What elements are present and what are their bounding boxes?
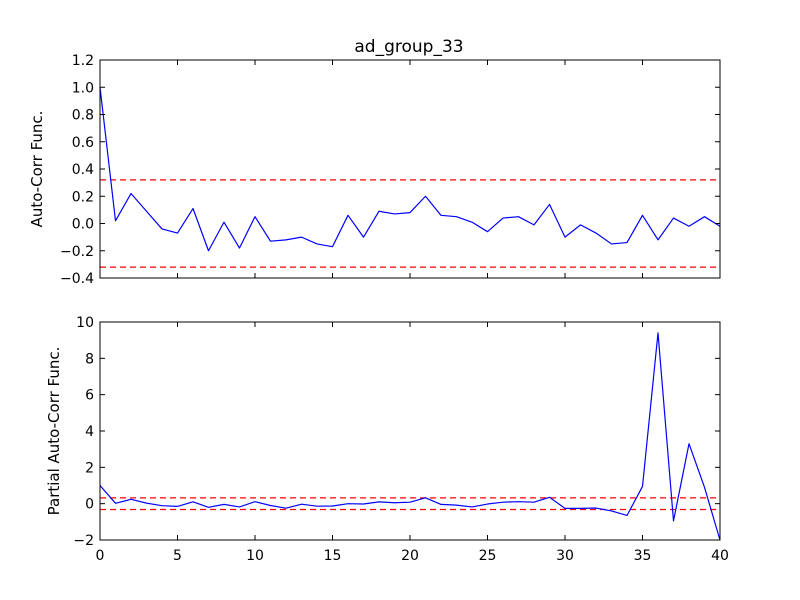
acf-y-tick-label: −0.4: [60, 271, 94, 287]
pacf-y-tick-label: 10: [76, 315, 94, 331]
pacf-y-tick-label: 4: [85, 424, 94, 440]
pacf-x-tick-label: 35: [634, 548, 652, 564]
acf-panel: −0.4 −0.2 0.0 0.2 0.4 0.6 0.8 1.0 1.2 Auto-Corr …: [28, 53, 721, 287]
chart-title: ad_group_33: [354, 37, 463, 57]
pacf-x-tick-label: 20: [401, 548, 419, 564]
pacf-x-tick-label: 25: [479, 548, 497, 564]
pacf-y-tick-label: 0: [85, 497, 94, 513]
pacf-series-line: [99, 332, 721, 541]
acf-y-tick-label: 1.2: [72, 53, 94, 69]
acf-data: [99, 87, 721, 268]
pacf-y-tick-label: 8: [85, 351, 94, 367]
pacf-x-tick-label: 30: [556, 548, 574, 564]
acf-y-tick-label: 0.8: [72, 108, 94, 124]
acf-y-tick-label: −0.2: [60, 244, 94, 260]
pacf-y-tick-label: 2: [85, 460, 94, 476]
pacf-data: [99, 332, 721, 541]
acf-ticks: −0.4 −0.2 0.0 0.2 0.4 0.6 0.8 1.0 1.2: [60, 53, 721, 287]
acf-y-tick-label: 0.0: [72, 217, 94, 233]
pacf-y-tick-label: 6: [85, 388, 94, 404]
acf-series-line: [99, 87, 721, 252]
pacf-y-tick-label: −2: [73, 533, 94, 549]
acf-y-tick-label: 0.6: [72, 135, 94, 151]
pacf-x-tick-label: 0: [96, 548, 105, 564]
acf-y-tick-label: 0.2: [72, 189, 94, 205]
acf-y-axis-label: Auto-Corr Func.: [28, 111, 46, 228]
acf-y-tick-label: 1.0: [72, 80, 94, 96]
pacf-x-tick-label: 5: [173, 548, 182, 564]
acf-y-tick-label: 0.4: [72, 162, 94, 178]
pacf-y-axis-label: Partial Auto-Corr Func.: [45, 347, 63, 516]
pacf-x-tick-label: 10: [246, 548, 264, 564]
pacf-x-tick-label: 40: [711, 548, 729, 564]
pacf-x-tick-label: 15: [324, 548, 342, 564]
